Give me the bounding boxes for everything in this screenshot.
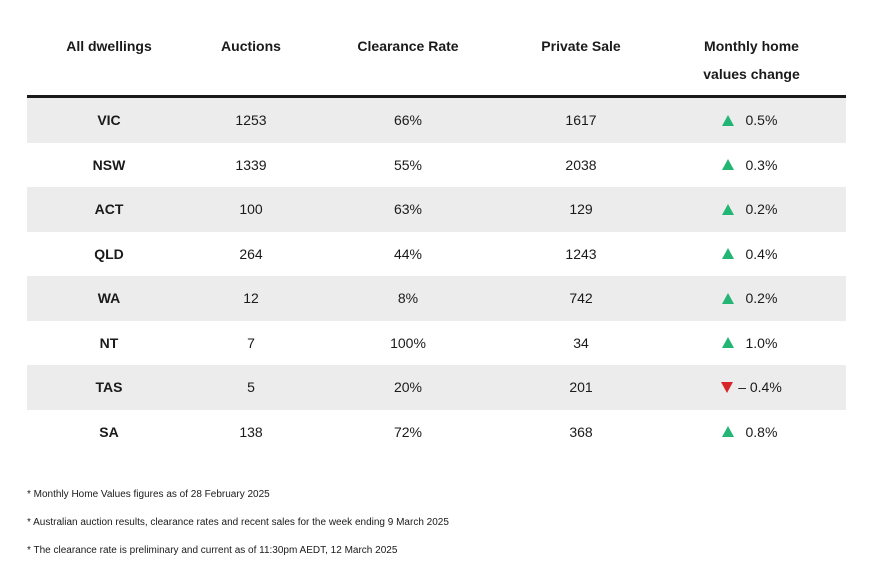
table-body: VIC 1253 66% 1617 0.5% NSW 1339 55% 2038… bbox=[27, 98, 846, 454]
state-cell: QLD bbox=[94, 245, 124, 262]
change-value: 0.3% bbox=[745, 156, 778, 173]
state-cell: NSW bbox=[92, 156, 126, 173]
auctions-cell: 5 bbox=[247, 379, 255, 396]
arrow-up-icon bbox=[721, 159, 734, 171]
arrow-up-icon bbox=[721, 203, 734, 215]
auctions-cell: 7 bbox=[247, 334, 255, 351]
private-sale-cell: 34 bbox=[573, 334, 589, 351]
table-row: TAS 5 20% 201 – 0.4% bbox=[27, 365, 846, 410]
change-value: 1.0% bbox=[745, 334, 778, 351]
arrow-up-icon bbox=[721, 248, 734, 260]
private-sale-cell: 1243 bbox=[565, 245, 597, 262]
private-sale-cell: 742 bbox=[569, 290, 593, 307]
table-header: All dwellings Auctions Clearance Rate Pr… bbox=[27, 0, 846, 98]
header-monthly-change-line1: Monthly home bbox=[704, 38, 799, 54]
table-row: ACT 100 63% 129 0.2% bbox=[27, 187, 846, 232]
change-cell: 0.2% bbox=[657, 201, 846, 217]
clearance-cell: 55% bbox=[393, 156, 423, 173]
private-sale-cell: 201 bbox=[569, 379, 593, 396]
header-all-dwellings: All dwellings bbox=[66, 38, 152, 54]
private-sale-cell: 2038 bbox=[565, 156, 597, 173]
private-sale-cell: 129 bbox=[569, 201, 593, 218]
clearance-cell: 72% bbox=[393, 423, 423, 440]
header-monthly-change-line2: values change bbox=[703, 66, 800, 82]
header-auctions: Auctions bbox=[221, 38, 281, 54]
change-cell: 1.0% bbox=[657, 335, 846, 351]
state-cell: ACT bbox=[94, 201, 124, 218]
clearance-cell: 20% bbox=[393, 379, 423, 396]
table-row: SA 138 72% 368 0.8% bbox=[27, 410, 846, 455]
table-row: NSW 1339 55% 2038 0.3% bbox=[27, 143, 846, 188]
private-sale-cell: 1617 bbox=[565, 112, 597, 129]
arrow-up-icon bbox=[721, 114, 734, 126]
arrow-down-icon bbox=[721, 381, 734, 393]
change-value: 0.4% bbox=[745, 245, 778, 262]
table-row: WA 12 8% 742 0.2% bbox=[27, 276, 846, 321]
clearance-cell: 63% bbox=[393, 201, 423, 218]
change-value: 0.8% bbox=[745, 423, 778, 440]
header-clearance-rate: Clearance Rate bbox=[357, 38, 459, 54]
arrow-up-icon bbox=[721, 426, 734, 438]
state-cell: NT bbox=[99, 334, 119, 351]
change-value: 0.2% bbox=[745, 290, 778, 307]
auctions-cell: 1339 bbox=[235, 156, 267, 173]
table-row: VIC 1253 66% 1617 0.5% bbox=[27, 98, 846, 143]
change-value: 0.2% bbox=[745, 201, 778, 218]
dwellings-table: All dwellings Auctions Clearance Rate Pr… bbox=[27, 0, 846, 454]
footnote: * Monthly Home Values figures as of 28 F… bbox=[27, 489, 270, 500]
table-row: NT 7 100% 34 1.0% bbox=[27, 321, 846, 366]
change-value: 0.5% bbox=[745, 112, 778, 129]
header-private-sale: Private Sale bbox=[541, 38, 621, 54]
state-cell: VIC bbox=[97, 112, 121, 129]
clearance-cell: 8% bbox=[397, 290, 419, 307]
clearance-cell: 100% bbox=[390, 334, 426, 351]
change-cell: 0.5% bbox=[657, 112, 846, 128]
footnote: * Australian auction results, clearance … bbox=[27, 517, 449, 528]
state-cell: WA bbox=[97, 290, 121, 307]
change-value: – 0.4% bbox=[738, 379, 782, 396]
auctions-cell: 1253 bbox=[235, 112, 267, 129]
footnotes: * Monthly Home Values figures as of 28 F… bbox=[27, 486, 449, 570]
auctions-cell: 138 bbox=[239, 423, 263, 440]
change-cell: 0.2% bbox=[657, 290, 846, 306]
auctions-cell: 12 bbox=[243, 290, 259, 307]
state-cell: SA bbox=[99, 423, 119, 440]
clearance-cell: 44% bbox=[393, 245, 423, 262]
change-cell: 0.8% bbox=[657, 424, 846, 440]
footnote: * The clearance rate is preliminary and … bbox=[27, 545, 398, 556]
change-cell: – 0.4% bbox=[657, 379, 846, 395]
arrow-up-icon bbox=[721, 337, 734, 349]
change-cell: 0.4% bbox=[657, 246, 846, 262]
auctions-cell: 100 bbox=[239, 201, 263, 218]
header-monthly-change: Monthly home values change bbox=[657, 0, 846, 95]
clearance-cell: 66% bbox=[393, 112, 423, 129]
change-cell: 0.3% bbox=[657, 157, 846, 173]
arrow-up-icon bbox=[721, 292, 734, 304]
private-sale-cell: 368 bbox=[569, 423, 593, 440]
auctions-cell: 264 bbox=[239, 245, 263, 262]
state-cell: TAS bbox=[95, 379, 123, 396]
table-row: QLD 264 44% 1243 0.4% bbox=[27, 232, 846, 277]
